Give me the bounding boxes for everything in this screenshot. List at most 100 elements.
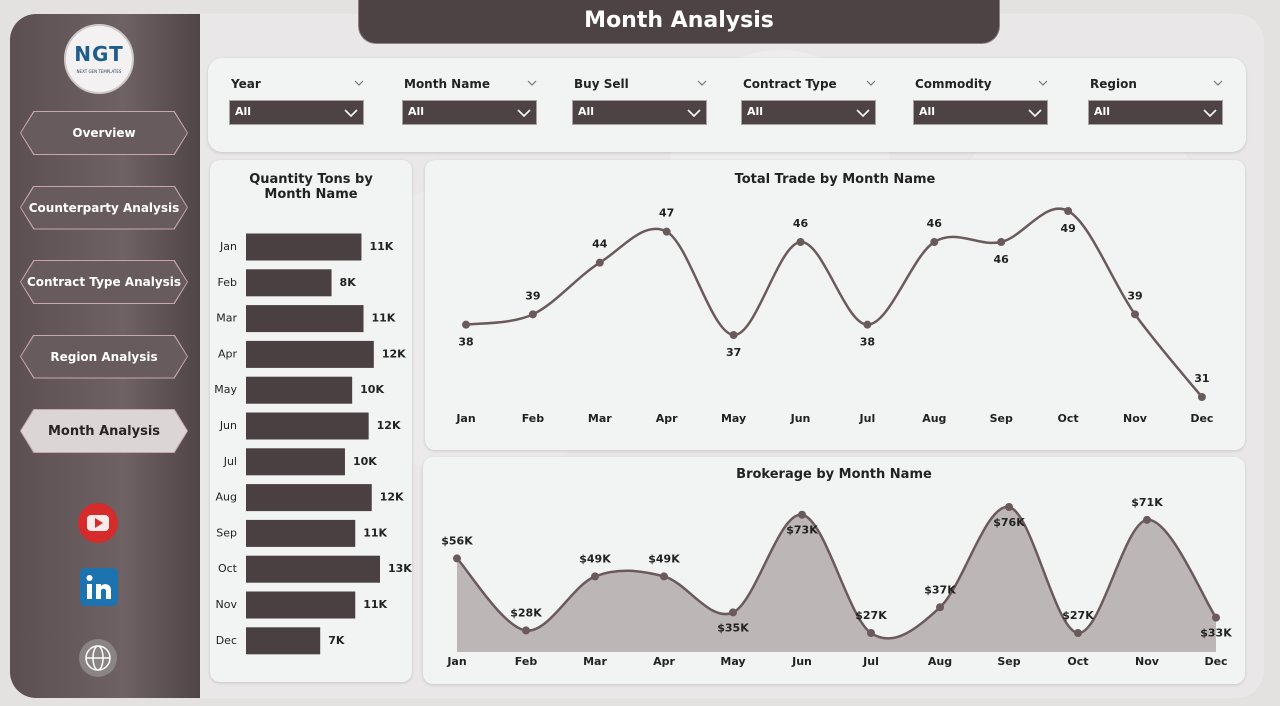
nav-label: Counterparty Analysis xyxy=(21,186,187,229)
filter-chevron[interactable] xyxy=(1037,78,1049,88)
x-tick-label: Nov xyxy=(1135,655,1160,668)
data-label: $76K xyxy=(993,516,1025,529)
filter-chevron[interactable] xyxy=(353,78,365,88)
point xyxy=(729,608,737,617)
line-chart: 38 Jan 39 Feb 44 Mar 47 Apr 37 May 46 Jun 38 Jul 46 Aug… xyxy=(455,207,1213,425)
filter-value: All xyxy=(747,105,764,118)
dropdown-arrow xyxy=(687,109,701,118)
data-label: $49K xyxy=(579,552,611,565)
x-tick-label: Dec xyxy=(1204,655,1227,668)
filter-dropdown[interactable]: All xyxy=(741,100,876,125)
y-tick-label: Mar xyxy=(216,312,237,325)
y-tick-label: May xyxy=(214,383,237,396)
nav-button[interactable]: Month Analysis xyxy=(20,409,188,453)
filter-dropdown[interactable]: All xyxy=(229,100,364,125)
x-tick-label: Sep xyxy=(990,412,1013,425)
dropdown-arrow xyxy=(1203,109,1217,118)
data-label: 12K xyxy=(382,347,406,360)
bar xyxy=(246,233,362,261)
point xyxy=(528,310,537,319)
data-label: 39 xyxy=(525,289,540,302)
dropdown-arrow xyxy=(856,109,870,118)
x-tick-label: Jul xyxy=(862,655,879,668)
x-tick-label: Jun xyxy=(791,655,812,668)
x-tick-label: Feb xyxy=(522,412,545,425)
x-tick-label: Jan xyxy=(446,655,466,668)
bar xyxy=(246,269,332,297)
data-label: 49 xyxy=(1060,222,1075,235)
filter-chevron[interactable] xyxy=(696,78,708,88)
nav-button[interactable]: Contract Type Analysis xyxy=(20,260,188,304)
bar xyxy=(246,519,356,547)
logo: NGT NEXT GEN TEMPLATES xyxy=(64,24,134,94)
nav-button[interactable]: Counterparty Analysis xyxy=(20,185,188,230)
line-chart-panel: Total Trade by Month Name 38 Jan 39 Feb 44 Ma… xyxy=(425,160,1245,450)
x-tick-label: Dec xyxy=(1190,412,1213,425)
y-tick-label: Nov xyxy=(216,598,238,611)
data-label: 38 xyxy=(458,336,473,349)
data-label: 11K xyxy=(363,526,387,539)
bar xyxy=(246,627,321,655)
line xyxy=(465,207,1203,398)
data-label: 11K xyxy=(372,312,396,325)
x-tick-label: Oct xyxy=(1067,655,1088,668)
bar xyxy=(246,448,345,476)
filter-dropdown[interactable]: All xyxy=(402,100,537,125)
nav-label: Month Analysis xyxy=(21,410,187,452)
point xyxy=(662,227,671,236)
logo-title: NGT xyxy=(74,42,124,66)
point xyxy=(1143,515,1151,524)
point xyxy=(1005,503,1013,511)
y-tick-label: Apr xyxy=(218,347,238,360)
x-tick-label: Apr xyxy=(653,655,675,668)
filter-value: All xyxy=(1094,105,1111,118)
filter-label: Commodity xyxy=(915,77,992,91)
filter-dropdown[interactable]: All xyxy=(913,100,1048,125)
data-label: $35K xyxy=(717,621,749,634)
point xyxy=(867,629,875,637)
filter-chevron[interactable] xyxy=(526,78,538,88)
filter-value: All xyxy=(408,105,425,118)
bar xyxy=(246,376,353,404)
x-tick-label: Apr xyxy=(656,412,678,425)
filter-value: All xyxy=(919,105,936,118)
filter-value: All xyxy=(578,105,595,118)
point xyxy=(591,572,599,581)
data-label: $56K xyxy=(441,534,473,547)
page-title: Month Analysis xyxy=(358,0,1000,44)
filter-value: All xyxy=(235,105,252,118)
y-tick-label: Jul xyxy=(223,455,237,468)
point xyxy=(1197,393,1206,401)
point xyxy=(936,603,944,612)
nav-label: Contract Type Analysis xyxy=(21,261,187,303)
bar-chart-panel: Quantity Tons by Month Name Jan 11K Feb 8K M… xyxy=(210,160,412,682)
data-label: 11K xyxy=(363,598,387,611)
x-tick-label: Jun xyxy=(790,412,811,425)
area xyxy=(457,506,1216,652)
chart-title: Total Trade by Month Name xyxy=(734,172,936,187)
nav-button[interactable]: Overview xyxy=(20,111,188,155)
data-label: $37K xyxy=(924,583,956,596)
dropdown-arrow xyxy=(517,109,531,118)
filter-dropdown[interactable]: All xyxy=(572,100,707,125)
data-label: $73K xyxy=(786,524,818,537)
data-label: $28K xyxy=(510,606,542,619)
social-icons xyxy=(78,503,118,677)
nav-button[interactable]: Region Analysis xyxy=(20,334,188,379)
filter-chevron[interactable] xyxy=(865,78,877,88)
y-tick-label: Dec xyxy=(216,634,237,647)
point xyxy=(595,258,604,267)
dropdown-arrow xyxy=(1028,109,1042,118)
point xyxy=(1074,629,1082,637)
x-tick-label: May xyxy=(720,655,745,668)
filter-label: Contract Type xyxy=(743,77,837,91)
data-label: $49K xyxy=(648,552,680,565)
filter-label: Buy Sell xyxy=(574,77,629,91)
data-label: 46 xyxy=(927,217,943,230)
dropdown-arrow xyxy=(344,109,358,118)
area-chart: $56K Jan $28K Feb $49K Mar $49K Apr $35K May $73K J… xyxy=(441,496,1232,668)
filter-chevron[interactable] xyxy=(1212,78,1224,88)
bar xyxy=(246,305,364,333)
filter-dropdown[interactable]: All xyxy=(1088,100,1223,125)
